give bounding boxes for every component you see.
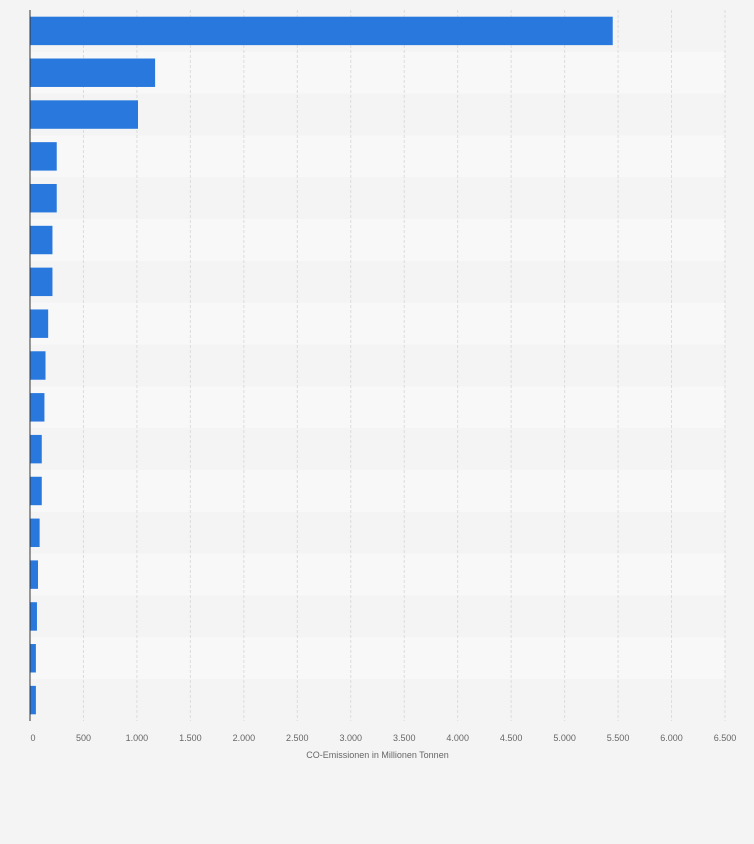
x-tick-label: 0 <box>30 733 35 743</box>
row-band <box>30 135 725 178</box>
row-bands <box>30 10 725 721</box>
row-band <box>30 219 725 261</box>
bars <box>30 16 613 715</box>
bar[interactable] <box>30 309 49 338</box>
row-band <box>30 344 725 387</box>
bar[interactable] <box>30 183 57 213</box>
bar[interactable] <box>30 518 40 548</box>
bar[interactable] <box>30 100 138 129</box>
row-band <box>30 93 725 136</box>
x-tick-label: 4.500 <box>500 733 523 743</box>
bar[interactable] <box>30 142 57 171</box>
x-tick-label: 6.500 <box>714 733 737 743</box>
x-tick-label: 5.500 <box>607 733 630 743</box>
x-axis-title: CO-Emissionen in Millionen Tonnen <box>306 750 448 760</box>
row-band <box>30 511 725 554</box>
bar[interactable] <box>30 393 45 422</box>
bar[interactable] <box>30 58 156 87</box>
x-axis-ticks: 0 500 1.000 1.500 2.000 2.500 3.000 3.500 4.000 4… <box>30 733 736 743</box>
x-tick-label: 1.000 <box>126 733 149 743</box>
row-band <box>30 595 725 638</box>
row-band <box>30 428 725 471</box>
x-tick-label: 3.000 <box>340 733 363 743</box>
bar[interactable] <box>30 685 36 715</box>
bar[interactable] <box>30 16 613 46</box>
x-tick-label: 1.500 <box>179 733 202 743</box>
bar[interactable] <box>30 267 53 297</box>
row-band <box>30 177 725 220</box>
bar[interactable] <box>30 476 42 506</box>
bar[interactable] <box>30 560 39 589</box>
bar[interactable] <box>30 434 42 464</box>
gridlines <box>82 10 726 721</box>
row-band <box>30 386 725 429</box>
bar[interactable] <box>30 644 36 673</box>
row-band <box>30 470 725 512</box>
x-tick-label: 500 <box>76 733 91 743</box>
row-band <box>30 302 725 345</box>
bar[interactable] <box>30 351 46 380</box>
x-tick-label: 3.500 <box>393 733 416 743</box>
row-band <box>30 679 725 721</box>
row-band <box>30 637 725 680</box>
x-tick-label: 4.000 <box>446 733 469 743</box>
row-band <box>30 260 725 303</box>
x-tick-label: 2.000 <box>233 733 256 743</box>
row-band <box>30 553 725 596</box>
x-tick-label: 5.000 <box>553 733 576 743</box>
bar[interactable] <box>30 602 37 631</box>
bar[interactable] <box>30 225 53 255</box>
x-tick-label: 6.000 <box>660 733 683 743</box>
x-tick-label: 2.500 <box>286 733 309 743</box>
